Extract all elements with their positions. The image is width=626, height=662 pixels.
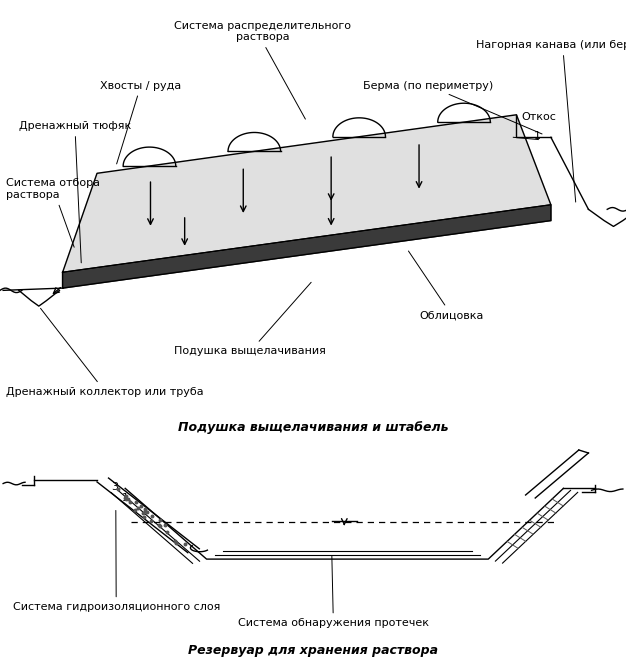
Text: Берма (по периметру): Берма (по периметру) xyxy=(363,81,542,134)
Text: Дренажный коллектор или труба: Дренажный коллектор или труба xyxy=(6,308,204,397)
Text: 3: 3 xyxy=(111,482,119,492)
Text: Система отбора
раствора: Система отбора раствора xyxy=(6,178,100,247)
Text: 1: 1 xyxy=(122,493,130,503)
Polygon shape xyxy=(63,115,551,272)
Text: Дренажный тюфяк: Дренажный тюфяк xyxy=(19,121,131,263)
Text: Резервуар для хранения раствора: Резервуар для хранения раствора xyxy=(188,644,438,657)
Text: Хвосты / руда: Хвосты / руда xyxy=(100,81,182,164)
Text: Система обнаружения протечек: Система обнаружения протечек xyxy=(238,556,429,628)
Text: Нагорная канава (или берма): Нагорная канава (или берма) xyxy=(476,40,626,202)
Polygon shape xyxy=(63,205,551,288)
Text: Подушка выщелачивания и штабель: Подушка выщелачивания и штабель xyxy=(178,421,448,434)
Text: Подушка выщелачивания: Подушка выщелачивания xyxy=(175,282,326,356)
Text: Система гидроизоляционного слоя: Система гидроизоляционного слоя xyxy=(13,510,220,612)
Text: Облицовка: Облицовка xyxy=(408,251,484,320)
Text: Откос: Откос xyxy=(521,111,557,122)
Text: Система распределительного
раствора: Система распределительного раствора xyxy=(175,21,351,119)
Text: 1: 1 xyxy=(534,131,541,142)
